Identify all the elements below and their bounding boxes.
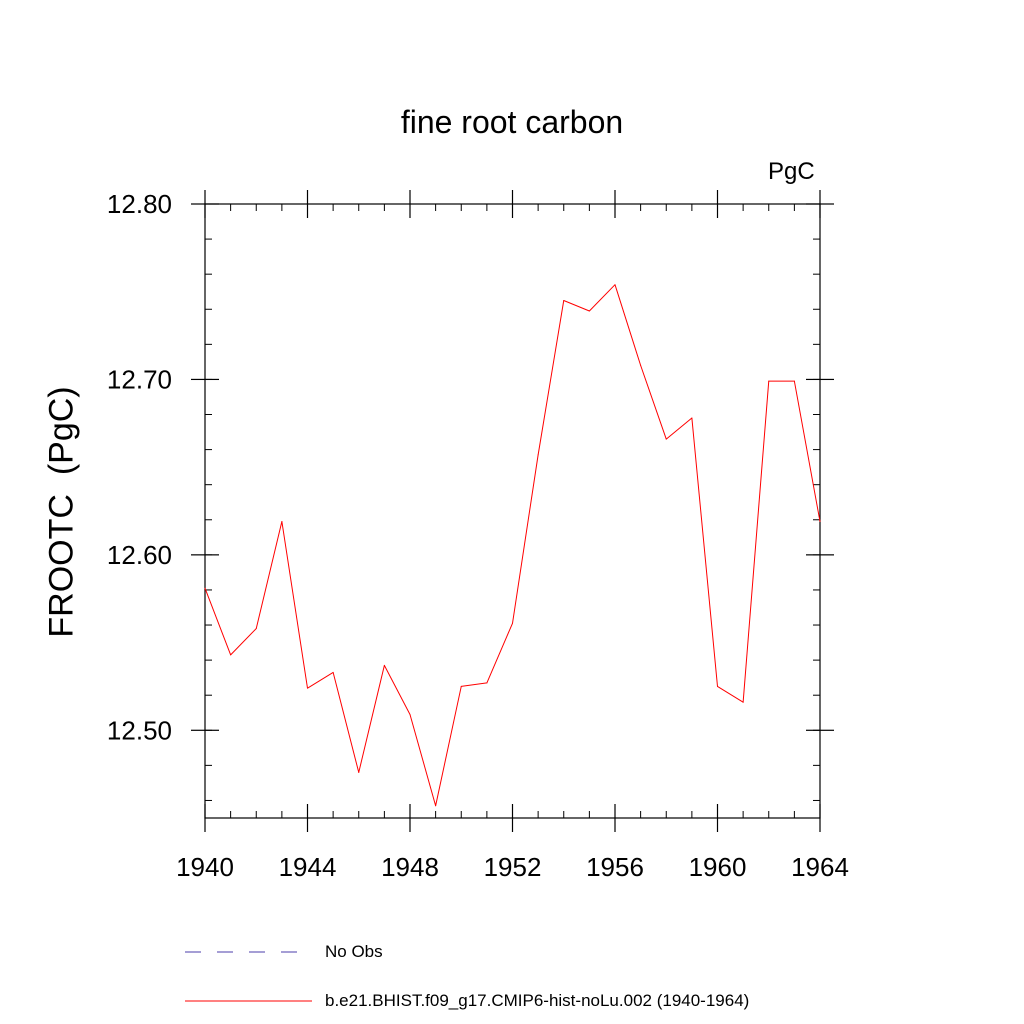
- x-tick-label: 1944: [279, 852, 337, 882]
- data-point: [486, 682, 488, 684]
- data-point: [204, 587, 206, 589]
- y-tick-label: 12.70: [107, 364, 172, 394]
- data-point: [358, 771, 360, 773]
- data-point: [435, 805, 437, 807]
- tick-labels: 1940 1944 1948 1952 1956 1960 1964 12.50 12.60 12…: [107, 189, 849, 882]
- y-tick-label: 12.50: [107, 715, 172, 745]
- data-point: [230, 654, 232, 656]
- plot-frame: [204, 203, 821, 819]
- axes: [204, 203, 821, 819]
- data-point: [409, 713, 411, 715]
- legend-label-no-obs: No Obs: [325, 942, 383, 961]
- data-point: [460, 685, 462, 687]
- axis-ticks: [191, 190, 834, 832]
- data-point: [307, 687, 308, 689]
- series-line-0: [204, 284, 821, 807]
- data-point: [640, 364, 642, 366]
- data-point: [588, 310, 590, 312]
- data-point: [793, 380, 795, 382]
- legend-lines: [185, 951, 312, 1002]
- data-point: [332, 671, 334, 673]
- series-group: [204, 284, 821, 807]
- data-point: [563, 299, 565, 301]
- x-tick-label: 1940: [176, 852, 234, 882]
- y-tick-label: 12.80: [107, 189, 172, 219]
- units-label: PgC: [768, 158, 815, 185]
- data-point: [742, 701, 744, 703]
- legend-label-run: b.e21.BHIST.f09_g17.CMIP6-hist-noLu.002 …: [325, 991, 750, 1010]
- data-point: [717, 685, 718, 687]
- data-point: [383, 664, 385, 666]
- x-tick-label: 1964: [791, 852, 849, 882]
- data-point: [255, 628, 257, 630]
- x-tick-label: 1956: [586, 852, 644, 882]
- x-tick-label: 1948: [381, 852, 439, 882]
- data-point: [614, 284, 616, 286]
- data-point: [281, 521, 283, 523]
- y-tick-label: 12.60: [107, 540, 172, 570]
- data-point: [768, 380, 770, 382]
- chart-title: fine root carbon: [400, 104, 624, 140]
- data-point: [512, 622, 513, 624]
- data-point: [691, 417, 693, 419]
- x-tick-label: 1952: [484, 852, 542, 882]
- data-point: [537, 454, 539, 456]
- x-tick-label: 1960: [689, 852, 747, 882]
- data-point: [665, 438, 667, 440]
- data-point: [819, 521, 821, 523]
